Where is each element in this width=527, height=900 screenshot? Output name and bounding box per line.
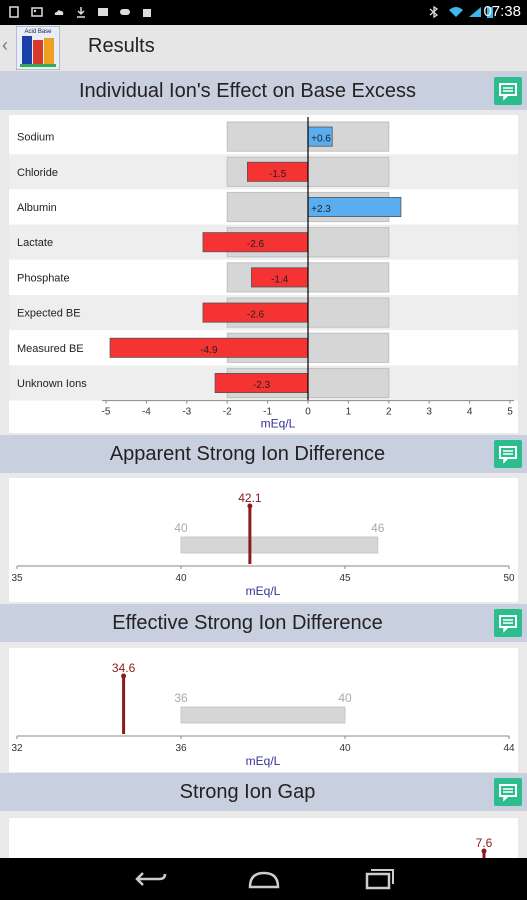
section-title: Strong Ion Gap	[179, 781, 316, 803]
x-tick-label: 3	[426, 407, 432, 418]
base-excess-chart: Sodium +0.6 Chloride -1.5 Albumin +2.3 Lactate…	[9, 117, 518, 431]
recent-apps-icon[interactable]	[357, 863, 397, 895]
x-tick-label: 40	[339, 743, 351, 754]
battery-icon	[487, 7, 493, 18]
normal-range-bar	[180, 536, 379, 554]
x-tick-label: 35	[11, 573, 23, 584]
chart-panel-effective-sid: 36 40 34.6 32 36 40 44 mEq/L	[9, 648, 518, 772]
x-tick-label: -4	[142, 407, 151, 418]
section-title: Individual Ion's Effect on Base Excess	[79, 80, 416, 102]
action-bar: ‹ Acid Base Results	[0, 25, 527, 72]
value-label: -2.3	[253, 380, 271, 391]
x-tick-label: 4	[467, 407, 473, 418]
clock: 07:38	[483, 3, 521, 20]
bluetooth-icon	[429, 6, 439, 18]
value-marker-dot	[247, 503, 253, 509]
x-tick-label: 36	[175, 743, 187, 754]
x-tick-label: -5	[102, 407, 111, 418]
category-label: Albumin	[17, 202, 57, 214]
value-label: -2.6	[247, 310, 265, 321]
navigation-bar	[0, 858, 527, 900]
section-header-apparent-sid: Apparent Strong Ion Difference	[0, 435, 527, 473]
x-tick-label: 44	[503, 743, 515, 754]
category-label: Chloride	[17, 167, 58, 179]
section-header-strong-ion-gap: Strong Ion Gap	[0, 773, 527, 811]
normal-range-bar	[180, 706, 346, 724]
category-label: Measured BE	[17, 343, 84, 355]
section-title: Effective Strong Ion Difference	[112, 612, 383, 634]
value-label: +0.6	[311, 134, 331, 145]
x-tick-label: -1	[263, 407, 272, 418]
x-tick-label: 50	[503, 573, 515, 584]
section-title: Apparent Strong Ion Difference	[109, 443, 386, 465]
x-tick-label: 2	[386, 407, 392, 418]
value-label: +2.3	[311, 204, 331, 215]
section-header-base-excess: Individual Ion's Effect on Base Excess	[0, 72, 527, 110]
x-axis-label: mEq/L	[261, 417, 296, 431]
category-label: Sodium	[17, 132, 54, 144]
app-logo-text: Acid Base	[24, 29, 52, 35]
chart-panel-apparent-sid: 40 46 42.1 35 40 45 50 mEq/L	[9, 478, 518, 602]
x-tick-label: 0	[305, 407, 311, 418]
comment-icon[interactable]	[494, 778, 522, 806]
category-label: Lactate	[17, 237, 53, 249]
page-title: Results	[88, 35, 155, 57]
image-icon	[31, 7, 43, 17]
category-label: Phosphate	[17, 272, 70, 284]
range-low-label: 40	[174, 521, 188, 535]
back-chevron-icon[interactable]: ‹	[2, 35, 8, 55]
comment-icon[interactable]	[494, 609, 522, 637]
cloud-icon	[54, 10, 64, 15]
comment-icon[interactable]	[494, 440, 522, 468]
home-icon[interactable]	[244, 863, 284, 895]
wifi-icon	[449, 7, 463, 17]
apparent-sid-chart: 40 46 42.1 35 40 45 50 mEq/L	[11, 491, 515, 598]
category-label: Unknown Ions	[17, 378, 87, 390]
x-tick-label: 40	[175, 573, 187, 584]
comment-icon[interactable]	[494, 77, 522, 105]
x-axis-label: mEq/L	[246, 584, 281, 598]
x-tick-label: 1	[346, 407, 352, 418]
game-icon	[120, 9, 130, 15]
value-label: -2.6	[247, 239, 265, 250]
range-low-label: 36	[174, 691, 188, 705]
effective-sid-chart: 36 40 34.6 32 36 40 44 mEq/L	[11, 661, 515, 768]
download-icon	[77, 7, 85, 18]
x-tick-label: 32	[11, 743, 23, 754]
x-tick-label: 5	[507, 407, 513, 418]
back-icon[interactable]	[131, 863, 171, 895]
chart-panel-base-excess: Sodium +0.6 Chloride -1.5 Albumin +2.3 Lactate…	[9, 115, 518, 433]
x-tick-label: -2	[223, 407, 232, 418]
value-label: -1.5	[269, 169, 287, 180]
value-marker-dot	[121, 673, 127, 679]
value-label: 7.6	[476, 836, 493, 850]
value-label: 42.1	[238, 491, 262, 505]
signal-icon	[469, 7, 481, 17]
strong-ion-gap-chart: 7.6	[476, 836, 493, 858]
status-bar: 07:38	[0, 0, 527, 25]
value-label: -4.9	[200, 345, 218, 356]
gallery-icon	[98, 8, 108, 16]
category-label: Expected BE	[17, 308, 81, 320]
value-label: -1.4	[271, 274, 289, 285]
section-header-effective-sid: Effective Strong Ion Difference	[0, 604, 527, 642]
app-logo-icon[interactable]: Acid Base	[16, 26, 60, 70]
range-high-label: 46	[371, 521, 385, 535]
x-axis-label: mEq/L	[246, 754, 281, 768]
value-label: 34.6	[112, 661, 136, 675]
x-tick-label: 45	[339, 573, 351, 584]
bag-icon	[143, 9, 151, 17]
sim-icon	[9, 6, 19, 18]
chart-panel-strong-ion-gap: 7.6	[9, 818, 518, 858]
x-tick-label: -3	[182, 407, 191, 418]
range-high-label: 40	[338, 691, 352, 705]
